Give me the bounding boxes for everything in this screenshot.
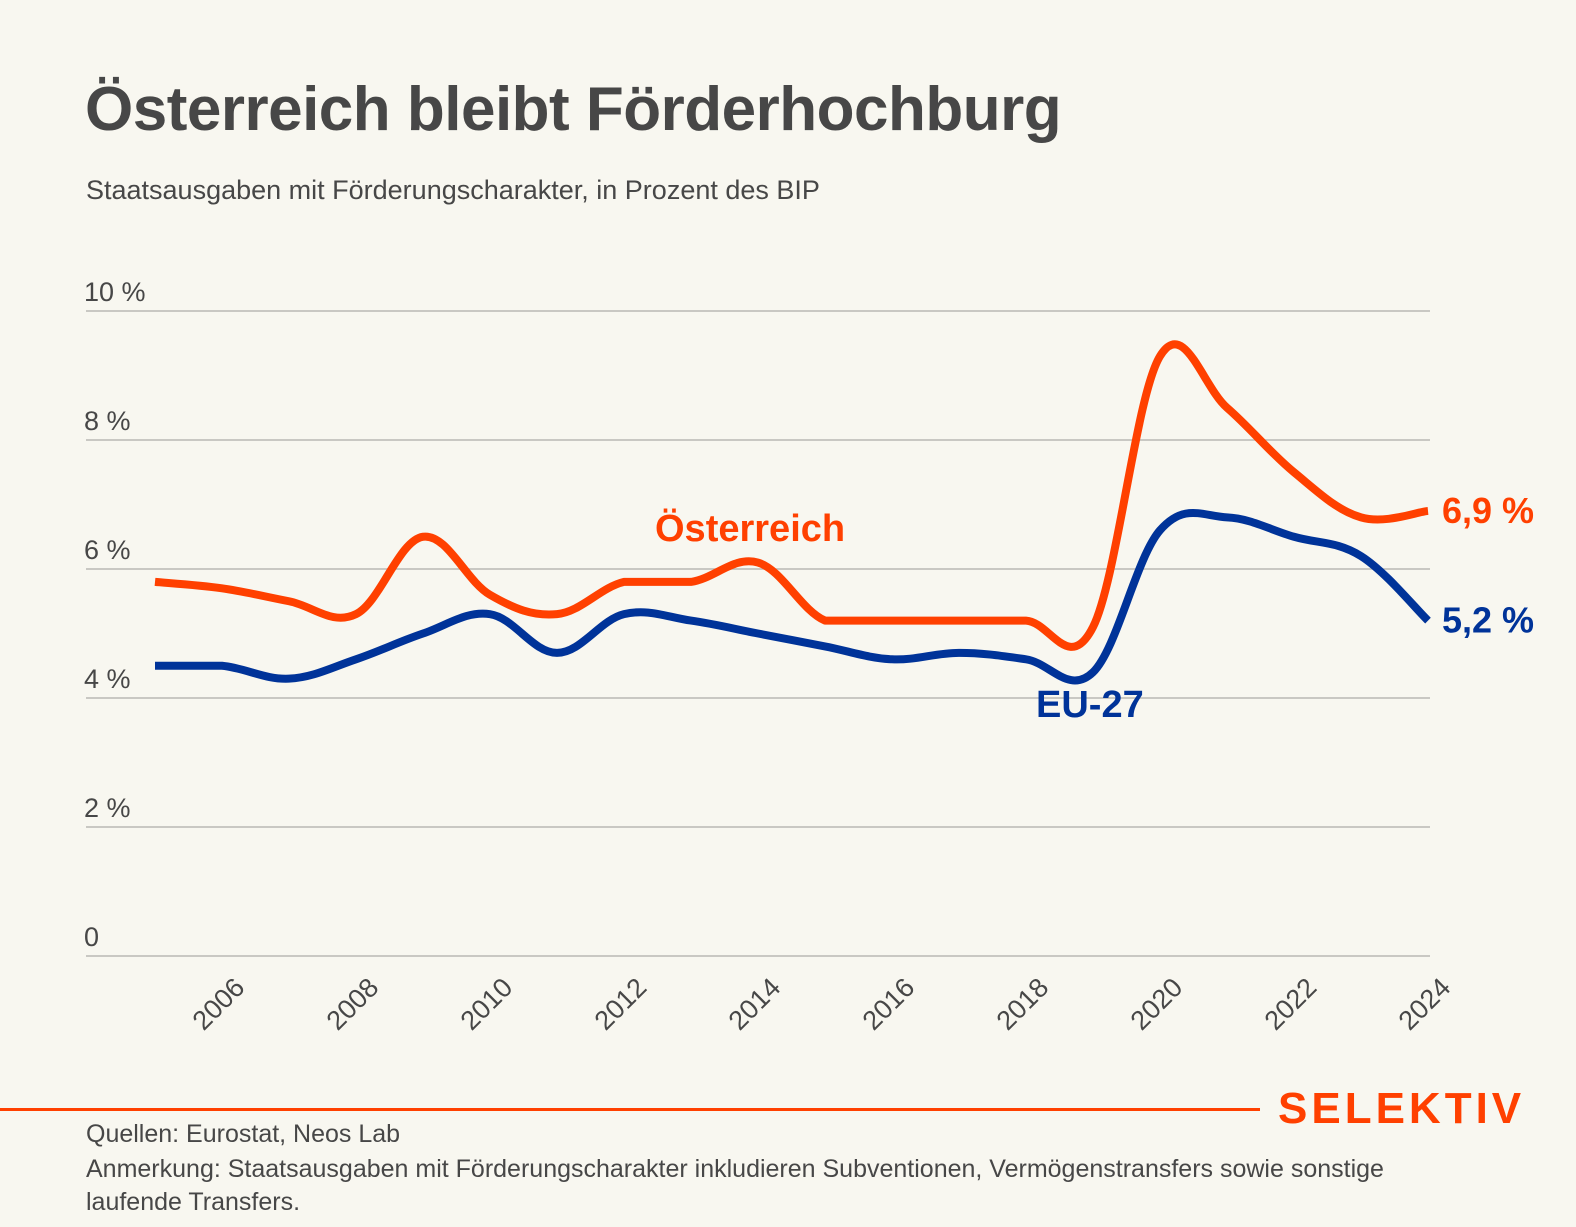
end-label-eu27: 5,2 % — [1442, 600, 1534, 641]
chart-title: Österreich bleibt Förderhochburg — [85, 75, 1062, 144]
series-line-austria — [154, 340, 1429, 651]
x-tick-label: 2006 — [187, 972, 251, 1036]
footnote: Anmerkung: Staatsausgaben mit Förderungs… — [86, 1155, 1384, 1216]
x-tick-label: 2020 — [1125, 972, 1189, 1036]
series-name-eu27: EU-27 — [1036, 684, 1144, 726]
series-line-eu27 — [154, 508, 1431, 685]
series-labels: 6,9 % 5,2 % Österreich EU-27 — [655, 490, 1534, 726]
source-note: Quellen: Eurostat, Neos Lab — [86, 1120, 401, 1148]
chart-subtitle: Staatsausgaben mit Förderungscharakter, … — [86, 175, 820, 205]
y-tick-label: 0 — [84, 922, 99, 952]
x-tick-label: 2012 — [589, 972, 653, 1036]
y-tick-label: 2 % — [84, 793, 131, 823]
x-tick-label: 2024 — [1393, 972, 1457, 1036]
y-axis-ticks: 0 2 % 4 % 6 % 8 % 10 % — [84, 277, 146, 952]
series-lines — [154, 340, 1431, 685]
y-tick-label: 4 % — [84, 664, 131, 694]
footer-divider — [0, 1108, 1260, 1111]
x-tick-label: 2022 — [1259, 972, 1323, 1036]
x-tick-label: 2008 — [321, 972, 385, 1036]
series-name-austria: Österreich — [655, 507, 845, 550]
brand-logo: SELEKTIV — [1278, 1084, 1526, 1133]
y-tick-label: 6 % — [84, 535, 131, 565]
x-tick-label: 2016 — [857, 972, 921, 1036]
y-tick-label: 10 % — [84, 277, 146, 307]
x-axis-ticks: 2006 2008 2010 2012 2014 2016 2018 2020 2022 2024 — [187, 972, 1457, 1036]
x-tick-label: 2010 — [455, 972, 519, 1036]
y-tick-label: 8 % — [84, 406, 131, 436]
x-tick-label: 2018 — [991, 972, 1055, 1036]
x-tick-label: 2014 — [723, 972, 787, 1036]
end-label-austria: 6,9 % — [1442, 490, 1534, 531]
gridlines — [86, 310, 1430, 957]
